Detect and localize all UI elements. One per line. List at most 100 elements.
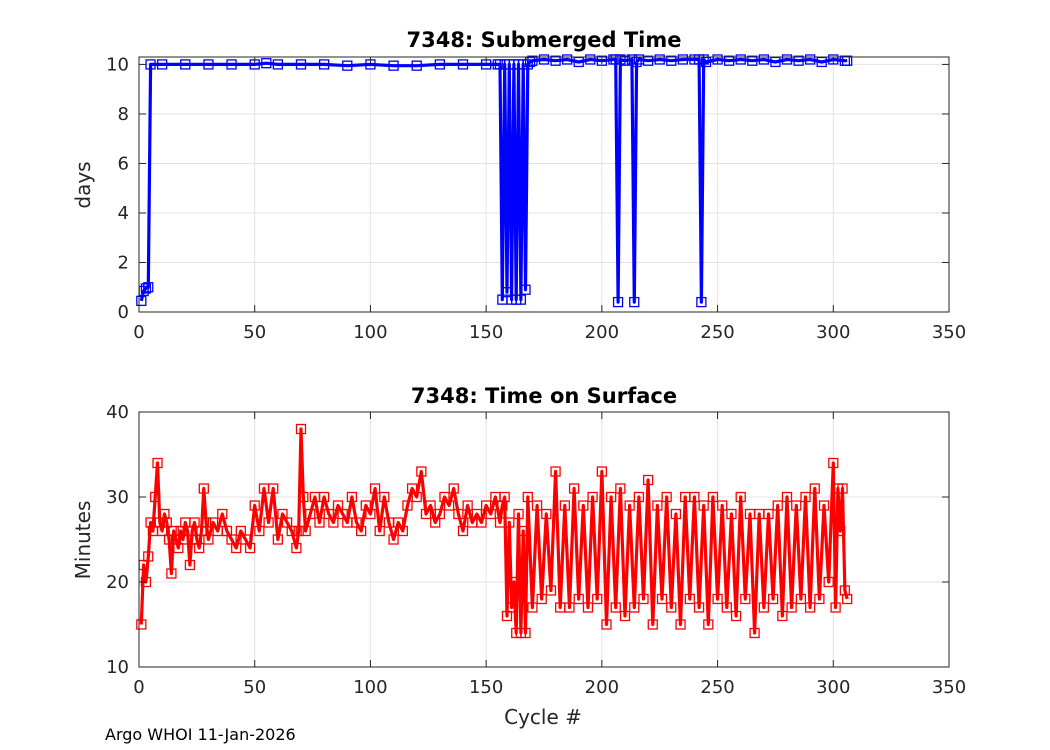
submerged-time-point xyxy=(629,296,640,308)
submerged-time-ytick-label: 6 xyxy=(118,153,129,174)
surface-time-point xyxy=(150,491,161,503)
surface-time-point xyxy=(568,483,580,494)
surface-time-point xyxy=(717,500,728,511)
surface-time-point xyxy=(499,491,510,503)
surface-time-point xyxy=(564,602,575,613)
surface-time-point xyxy=(786,602,797,613)
surface-time-xlabel: Cycle # xyxy=(504,705,582,729)
surface-time-point xyxy=(633,491,645,503)
surface-time-point xyxy=(642,474,654,486)
submerged-time-point xyxy=(226,59,237,70)
surface-time-point xyxy=(666,602,677,613)
submerged-time-point xyxy=(666,55,677,66)
surface-time-point xyxy=(346,491,358,503)
surface-time-point xyxy=(184,559,196,571)
submerged-time-point xyxy=(642,55,654,66)
submerged-time-ytick-label: 4 xyxy=(118,203,129,224)
surface-time-point xyxy=(244,542,256,554)
surface-time-point xyxy=(656,593,668,605)
surface-time-point xyxy=(707,491,719,503)
surface-time-xtick-label: 150 xyxy=(469,677,503,698)
surface-time-point xyxy=(592,593,603,605)
surface-time-point xyxy=(397,525,408,537)
surface-time-point xyxy=(749,627,760,639)
submerged-time-xtick-label: 0 xyxy=(133,322,144,343)
submerged-time-point xyxy=(747,55,758,66)
surface-time-point xyxy=(485,508,496,520)
surface-time-point xyxy=(809,483,820,494)
submerged-time-ytick-label: 8 xyxy=(118,104,129,125)
submerged-time-point xyxy=(538,54,550,65)
surface-time-point xyxy=(689,491,700,503)
surface-time-point xyxy=(791,500,802,511)
surface-time-point xyxy=(305,508,316,520)
submerged-time-point xyxy=(411,60,422,71)
surface-time-point xyxy=(605,491,617,503)
surface-time-point xyxy=(369,483,381,494)
submerged-time-title: 7348: Submerged Time xyxy=(406,28,681,52)
submerged-time-ytick-label: 0 xyxy=(118,302,129,323)
surface-time-point xyxy=(434,508,446,520)
submerged-time-point xyxy=(515,294,527,305)
surface-time-point xyxy=(527,602,538,613)
submerged-time-point xyxy=(520,284,531,295)
surface-time-point xyxy=(559,500,570,511)
surface-time-point xyxy=(758,602,770,613)
submerged-time-point xyxy=(585,54,596,65)
surface-time-point xyxy=(143,551,154,562)
surface-time-point xyxy=(365,508,376,520)
surface-time-point xyxy=(374,525,385,537)
submerged-time-point xyxy=(677,54,689,65)
surface-time-xtick-label: 0 xyxy=(133,677,144,698)
surface-time-xtick-label: 200 xyxy=(585,677,619,698)
surface-time-point xyxy=(318,491,330,503)
submerged-time-xtick-label: 50 xyxy=(243,322,266,343)
submerged-time-xtick-label: 250 xyxy=(700,322,734,343)
surface-time-point xyxy=(712,593,723,605)
surface-time-series-line xyxy=(139,427,849,635)
surface-time-point xyxy=(161,517,172,528)
surface-time-xtick-label: 350 xyxy=(932,677,966,698)
surface-time-point xyxy=(356,525,367,537)
surface-time-point xyxy=(596,466,608,477)
surface-time-point xyxy=(818,500,830,511)
surface-time-point xyxy=(166,568,177,579)
surface-time-point xyxy=(652,500,663,511)
submerged-time-point xyxy=(180,59,191,70)
surface-time-point xyxy=(425,500,436,511)
surface-time-point xyxy=(804,602,816,613)
surface-time-point xyxy=(550,466,561,477)
surface-time-point xyxy=(647,619,658,630)
submerged-time-point xyxy=(457,59,469,70)
submerged-time-point xyxy=(758,54,770,65)
surface-time-point xyxy=(314,517,325,528)
submerged-time-point xyxy=(143,282,154,293)
surface-time-point xyxy=(582,602,594,613)
surface-time-point xyxy=(231,542,242,554)
submerged-time-point xyxy=(596,55,608,66)
surface-time-point xyxy=(772,500,783,511)
submerged-time-point xyxy=(735,54,746,65)
surface-time-point xyxy=(513,508,524,520)
surface-time-point xyxy=(520,627,531,639)
surface-time-point xyxy=(508,576,520,588)
submerged-time-xtick-label: 300 xyxy=(816,322,850,343)
surface-time-point xyxy=(254,525,265,537)
footer-credit: Argo WHOI 11-Jan-2026 xyxy=(105,725,296,744)
surface-time-point xyxy=(476,517,487,528)
submerged-time-point xyxy=(804,54,816,65)
submerged-time-point xyxy=(156,59,168,70)
surface-time-point xyxy=(587,491,598,503)
submerged-time-point xyxy=(654,54,665,65)
submerged-time-point xyxy=(295,59,307,70)
submerged-time-ytick-label: 10 xyxy=(106,54,129,75)
surface-time-point xyxy=(578,500,589,511)
submerged-time-point xyxy=(781,54,793,65)
surface-time-ytick-label: 10 xyxy=(106,657,129,678)
submerged-time-xtick-label: 200 xyxy=(585,322,619,343)
submerged-time-plot-area xyxy=(139,57,949,312)
submerged-time-point xyxy=(388,60,399,71)
surface-time-point xyxy=(703,619,714,630)
surface-time-point xyxy=(842,593,853,605)
submerged-time-point xyxy=(203,59,214,70)
